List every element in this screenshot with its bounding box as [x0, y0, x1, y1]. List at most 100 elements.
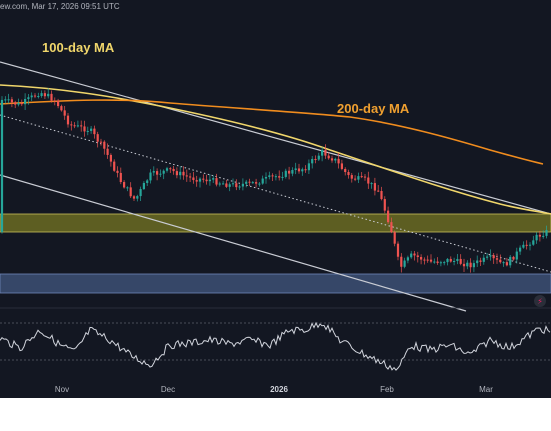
candle-body-113	[373, 183, 376, 191]
candle-body-160	[528, 244, 532, 246]
ma200-annotation: 200-day MA	[337, 101, 410, 116]
candle-body-66	[218, 183, 221, 185]
candle-body-21	[70, 124, 73, 126]
chart-frame: ⚡ Nov Dec 2026 Feb Mar ew.com, Mar 17, 2…	[0, 0, 551, 398]
candle-body-100	[330, 158, 334, 161]
candle-body-92	[304, 169, 307, 171]
candle-body-70	[231, 183, 235, 185]
candle-body-142	[469, 262, 472, 268]
candle-body-14	[47, 93, 50, 97]
candle-body-63	[208, 179, 211, 182]
candle-body-0	[0, 99, 4, 232]
candle-body-97	[321, 149, 324, 156]
candle-body-5	[17, 102, 20, 105]
candle-body-130	[429, 259, 433, 262]
candle-body-28	[93, 128, 96, 135]
candle-body-51	[169, 168, 172, 170]
candle-body-120	[396, 243, 400, 257]
candle-body-39	[129, 187, 132, 197]
candle-body-61	[202, 178, 205, 180]
candle-body-144	[476, 260, 479, 264]
candle-body-11	[37, 96, 40, 98]
candle-body-123	[406, 257, 409, 261]
candle-body-34	[113, 161, 116, 171]
candle-body-135	[446, 258, 449, 263]
candle-body-153	[505, 262, 508, 266]
candle-body-103	[340, 163, 343, 169]
candle-body-107	[354, 178, 357, 180]
candle-body-106	[350, 175, 353, 179]
ma200-line	[0, 99, 544, 165]
candle-body-12	[40, 93, 43, 97]
candle-body-32	[106, 148, 109, 155]
candle-body-52	[172, 168, 175, 172]
alert-icon[interactable]: ⚡	[534, 295, 546, 307]
candle-body-89	[294, 168, 297, 171]
candle-body-67	[222, 183, 225, 185]
channel-lower-line	[0, 174, 467, 312]
candle-body-149	[492, 255, 495, 259]
candle-body-99	[327, 155, 330, 159]
candle-body-136	[449, 258, 452, 262]
candle-body-33	[109, 154, 112, 162]
candle-body-163	[538, 234, 541, 237]
candle-body-125	[413, 253, 416, 256]
candle-body-95	[314, 158, 317, 160]
candle-body-85	[281, 176, 284, 178]
candle-body-77	[255, 182, 258, 184]
svg-text:⚡: ⚡	[537, 297, 543, 306]
candle-body-60	[198, 178, 202, 182]
candle-body-162	[535, 234, 538, 241]
x-tick-mar: Mar	[479, 385, 493, 394]
candle-body-15	[50, 93, 53, 101]
candle-body-47	[156, 171, 159, 175]
candle-body-145	[479, 260, 482, 262]
candle-body-8	[27, 97, 30, 99]
candle-body-3	[10, 99, 13, 103]
candle-body-115	[380, 191, 383, 200]
candle-body-81	[268, 175, 271, 177]
candle-body-147	[486, 256, 489, 258]
candle-body-22	[73, 125, 76, 127]
candle-body-37	[123, 182, 126, 188]
dotted-trendline	[0, 114, 551, 273]
candle-body-139	[459, 258, 462, 264]
x-tick-2026: 2026	[270, 385, 288, 394]
resistance-zone	[0, 213, 551, 233]
candle-body-91	[301, 169, 304, 172]
candle-body-94	[311, 158, 314, 164]
candle-body-112	[370, 183, 373, 185]
candle-body-134	[443, 262, 446, 264]
candle-body-133	[439, 262, 442, 264]
candle-body-82	[271, 175, 274, 177]
candle-body-150	[495, 258, 499, 260]
candle-body-105	[347, 172, 350, 176]
candle-body-151	[499, 259, 502, 263]
candle-body-31	[103, 141, 106, 149]
channel-upper-line	[0, 61, 551, 215]
candle-body-108	[357, 176, 360, 180]
candle-body-117	[387, 210, 390, 223]
candle-body-75	[248, 181, 251, 183]
candle-body-65	[215, 178, 218, 185]
candle-body-62	[205, 179, 208, 182]
candle-body-9	[30, 95, 33, 98]
candle-body-131	[433, 261, 436, 263]
ma100-annotation: 100-day MA	[42, 40, 115, 55]
candle-body-101	[334, 158, 337, 161]
x-axis-bar	[0, 380, 551, 398]
candle-body-1	[4, 99, 7, 101]
candle-body-111	[367, 177, 370, 184]
candle-body-152	[502, 262, 505, 264]
candle-body-64	[212, 178, 215, 180]
candle-body-55	[182, 171, 185, 176]
candle-body-129	[426, 259, 429, 261]
candle-body-73	[241, 183, 244, 187]
candle-body-41	[136, 196, 139, 199]
candle-body-80	[264, 176, 268, 179]
candle-body-27	[90, 128, 93, 131]
candle-body-45	[149, 172, 152, 181]
candle-body-69	[228, 184, 231, 187]
candle-body-132	[436, 261, 439, 263]
candle-body-143	[472, 263, 475, 268]
